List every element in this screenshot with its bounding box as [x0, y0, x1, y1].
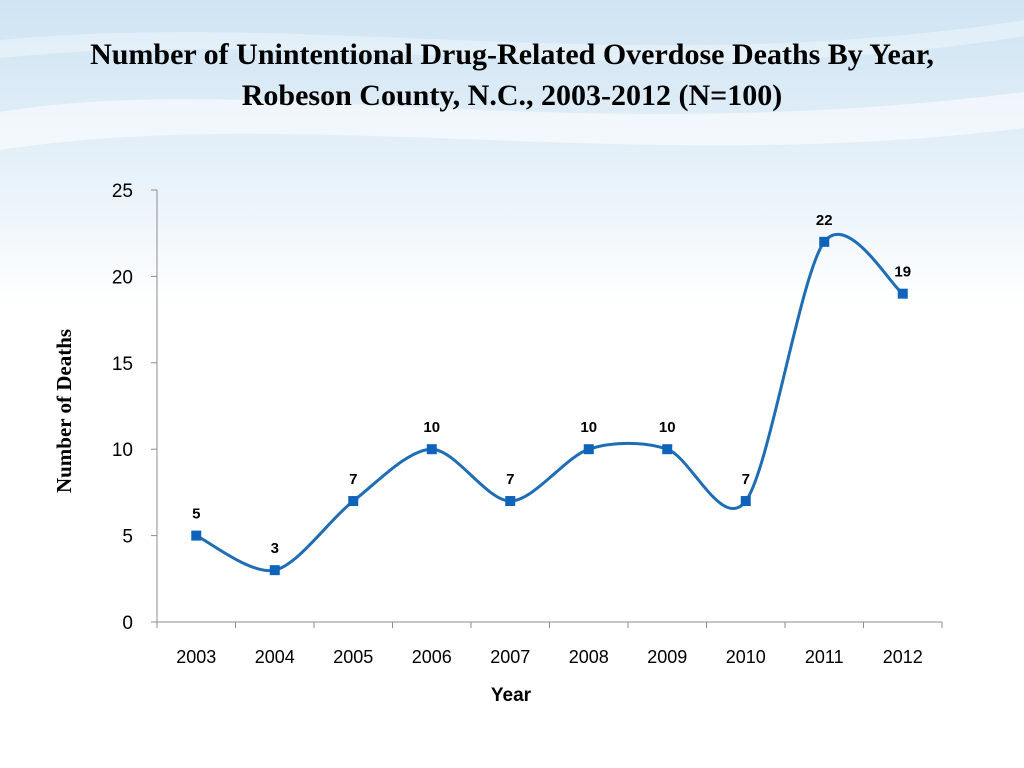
chart-title: Number of Unintentional Drug-Related Ove…	[90, 38, 934, 112]
data-point-marker	[505, 496, 516, 507]
y-axis-title: Number of Deaths	[52, 329, 76, 493]
x-tick-label: 2012	[883, 647, 923, 667]
data-point-marker	[191, 530, 202, 541]
x-tick-label: 2011	[805, 647, 844, 667]
data-point-marker	[583, 444, 594, 455]
data-labels: 5 3 7 10 7 10 10 7 22 19	[192, 212, 911, 557]
data-label: 3	[271, 540, 279, 557]
y-tick-label: 25	[112, 181, 133, 202]
data-label: 19	[894, 264, 911, 281]
x-tick-label: 2007	[490, 647, 530, 667]
x-tick-label: 2005	[333, 647, 373, 667]
x-axis-title: Year	[491, 685, 532, 706]
data-series	[191, 232, 908, 576]
series-line	[195, 232, 904, 573]
data-label: 22	[816, 212, 833, 229]
y-tick-label: 20	[112, 267, 133, 288]
y-tick-label: 10	[112, 440, 133, 461]
y-tick-label: 5	[122, 527, 133, 548]
data-point-marker	[897, 288, 908, 299]
x-tick-label: 2010	[726, 647, 766, 667]
data-label: 5	[192, 506, 200, 523]
y-tick-label: 0	[122, 613, 133, 634]
data-point-marker	[269, 565, 280, 576]
x-axis-ticks: 2003 2004 2005 2006 2007 2008 2009 2010 2011 2012	[156, 622, 943, 667]
chart-axes	[156, 190, 942, 623]
data-point-marker	[819, 236, 830, 247]
data-label: 10	[423, 419, 440, 436]
x-tick-label: 2009	[647, 647, 687, 667]
y-axis-ticks: 0 5 10 15 20 25	[112, 181, 157, 634]
data-point-marker	[348, 496, 359, 507]
x-tick-label: 2008	[569, 647, 609, 667]
x-tick-label: 2004	[255, 647, 295, 667]
data-point-marker	[662, 444, 673, 455]
data-point-marker	[740, 496, 751, 507]
y-tick-label: 15	[112, 354, 133, 375]
data-label: 7	[742, 471, 750, 488]
data-point-marker	[426, 444, 437, 455]
x-tick-label: 2003	[176, 647, 216, 667]
data-label: 7	[506, 471, 514, 488]
data-label: 7	[349, 471, 357, 488]
data-label: 10	[580, 419, 597, 436]
data-label: 10	[659, 419, 676, 436]
x-tick-label: 2006	[412, 647, 452, 667]
